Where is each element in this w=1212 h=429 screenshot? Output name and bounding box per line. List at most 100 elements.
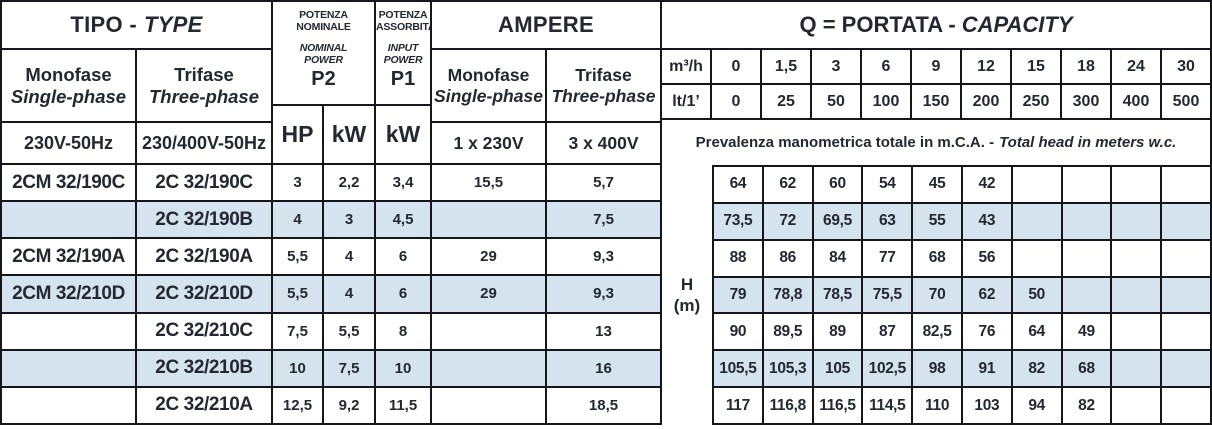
cell-m3h-value: 0 <box>712 50 762 83</box>
cell-m3h-value: 12 <box>962 50 1012 83</box>
cell-trifase-type: 2C 32/210C <box>137 313 273 349</box>
head-unit-label: H (m) <box>662 165 712 425</box>
cell-head-value: 110 <box>913 388 963 424</box>
ampere-trifase-label-it: Trifase <box>575 65 632 86</box>
cell-ampere-mono <box>432 202 547 238</box>
ampere-monofase-label-it: Monofase <box>447 65 530 86</box>
cell-head-value: 116,5 <box>814 388 864 424</box>
left-table-header: TIPO - TYPE Monofase Single-phase Trifas… <box>2 2 660 165</box>
cell-trifase-type: 2C 32/210A <box>137 387 273 423</box>
input-power-label-it: POTENZA ASSORBITA <box>376 9 432 34</box>
cell-head-value <box>1162 314 1210 349</box>
head-grid-row: 73,5 72 69,5 63 55 43 <box>714 203 1210 241</box>
head-grid-row: 105,5 105,3 105 102,5 98 91 82 68 <box>714 351 1210 389</box>
cell-head-value: 64 <box>714 167 764 202</box>
cell-kw-p1: 8 <box>376 313 432 349</box>
ampere-trifase-header: Trifase Three-phase <box>547 50 660 123</box>
cell-ampere-tri: 18,5 <box>588 396 619 414</box>
nominal-power-label-it: POTENZA NOMINALE <box>296 9 351 34</box>
cell-head-value: 54 <box>863 167 914 202</box>
nominal-power-label-en: NOMINAL POWER <box>299 42 348 67</box>
cell-ampere-tri: 7,5 <box>593 211 614 229</box>
cell-head-value: 117 <box>714 388 764 424</box>
monofase-voltage: 230V-50Hz <box>2 123 137 165</box>
cell-head-value <box>1112 203 1163 239</box>
cell-head-value: 90 <box>714 314 764 350</box>
trifase-voltage: 230/400V-50Hz <box>137 123 273 165</box>
cell-head-value: 75,5 <box>863 277 914 313</box>
tipo-type-title: TIPO - TYPE <box>2 2 273 50</box>
cell-ampere-tri: 13 <box>595 322 612 340</box>
ampere-trifase-label-en: Three-phase <box>551 85 656 106</box>
cell-head-value: 77 <box>863 240 914 276</box>
cell-head-value: 55 <box>913 203 963 239</box>
cell-m3h-value: 3 <box>812 50 862 83</box>
kw-p1-unit-header: kW <box>376 106 432 165</box>
cell-head-value: 73,5 <box>714 203 764 239</box>
cell-head-value: 45 <box>913 167 963 202</box>
cell-ampere-mono: 29 <box>432 239 547 275</box>
cell-head-value: 91 <box>963 351 1013 387</box>
cell-kw-p2: 4 <box>324 239 376 275</box>
trifase-label-en: Three-phase <box>148 85 259 107</box>
cell-ampere-mono: 29 <box>432 276 547 312</box>
monofase-label-it: Monofase <box>25 64 112 86</box>
input-power-label-en: INPUT POWER <box>383 42 423 67</box>
cell-m3h-value: 18 <box>1062 50 1112 83</box>
cell-monofase-type <box>2 313 137 349</box>
cell-lt-value: 0 <box>712 85 762 118</box>
cell-head-value: 42 <box>963 167 1013 202</box>
cell-head-value: 43 <box>963 203 1013 239</box>
cell-trifase-type: 2C 32/190A <box>137 239 273 275</box>
cell-m3h-value: 24 <box>1112 50 1162 83</box>
cell-lt-value: 100 <box>862 85 912 118</box>
type-power-ampere-table: TIPO - TYPE Monofase Single-phase Trifas… <box>0 0 662 425</box>
type-table-row: 2CM 32/190C 2C 32/190C 3 2,2 3,4 15,5 5,7 <box>2 165 660 203</box>
cell-head-value <box>1013 203 1063 239</box>
cell-hp: 7,5 <box>273 313 324 349</box>
cell-monofase-type: 2CM 32/190C <box>2 165 137 201</box>
type-table-row: 2C 32/210B 10 7,5 10 16 <box>2 350 660 388</box>
lt-label: lt/1’ <box>662 85 712 118</box>
head-grid-row: 88 86 84 77 68 56 <box>714 240 1210 278</box>
cell-head-value: 69,5 <box>814 203 864 239</box>
cell-head-value: 89,5 <box>764 314 814 350</box>
cell-monofase-type <box>2 202 137 238</box>
capacity-title-en: CAPACITY <box>961 12 1073 37</box>
cell-head-value: 62 <box>963 277 1013 313</box>
cell-head-value: 98 <box>913 351 963 387</box>
cell-head-value <box>1063 167 1113 202</box>
cell-head-value <box>1013 167 1063 202</box>
type-table-row: 2CM 32/190A 2C 32/190A 5,5 4 6 29 9,3 <box>2 239 660 277</box>
cell-head-value <box>1112 314 1163 350</box>
cell-kw-p2: 7,5 <box>324 350 376 386</box>
cell-m3h-value: 9 <box>912 50 962 83</box>
cell-kw-p2: 2,2 <box>324 165 376 201</box>
cell-head-value <box>1112 277 1163 313</box>
cell-head-value: 64 <box>1013 314 1063 350</box>
cell-lt-value: 150 <box>912 85 962 118</box>
cell-lt-value: 25 <box>762 85 812 118</box>
cell-lt-value: 300 <box>1062 85 1112 118</box>
cell-ampere-mono <box>432 387 547 423</box>
cell-kw-p1: 10 <box>376 350 432 386</box>
cell-head-value: 49 <box>1063 314 1113 350</box>
cell-head-value: 78,5 <box>814 277 864 313</box>
cell-head-value <box>1162 388 1210 423</box>
total-head-note-it: Prevalenza manometrica totale in m.C.A. … <box>695 134 995 151</box>
cell-kw-p1: 6 <box>376 239 432 275</box>
capacity-title: Q = PORTATA - CAPACITY <box>662 2 1210 50</box>
head-values-grid: 64 62 60 54 45 42 73,5 72 69,5 63 55 43 88 86 84 77 68 56… <box>712 165 1210 425</box>
cell-head-value <box>1162 351 1210 386</box>
cell-m3h-value: 6 <box>862 50 912 83</box>
cell-head-value: 56 <box>963 240 1013 276</box>
cell-head-value: 70 <box>913 277 963 313</box>
ampere-monofase-header: Monofase Single-phase <box>432 50 547 123</box>
cell-head-value: 87 <box>863 314 914 350</box>
cell-head-value: 68 <box>913 240 963 276</box>
cell-head-value <box>1112 351 1163 387</box>
ampere-monofase-label-en: Single-phase <box>434 85 543 106</box>
cell-m3h-value: 1,5 <box>762 50 812 83</box>
head-grid-row: 79 78,8 78,5 75,5 70 62 50 <box>714 277 1210 315</box>
cell-ampere-mono <box>432 350 547 386</box>
